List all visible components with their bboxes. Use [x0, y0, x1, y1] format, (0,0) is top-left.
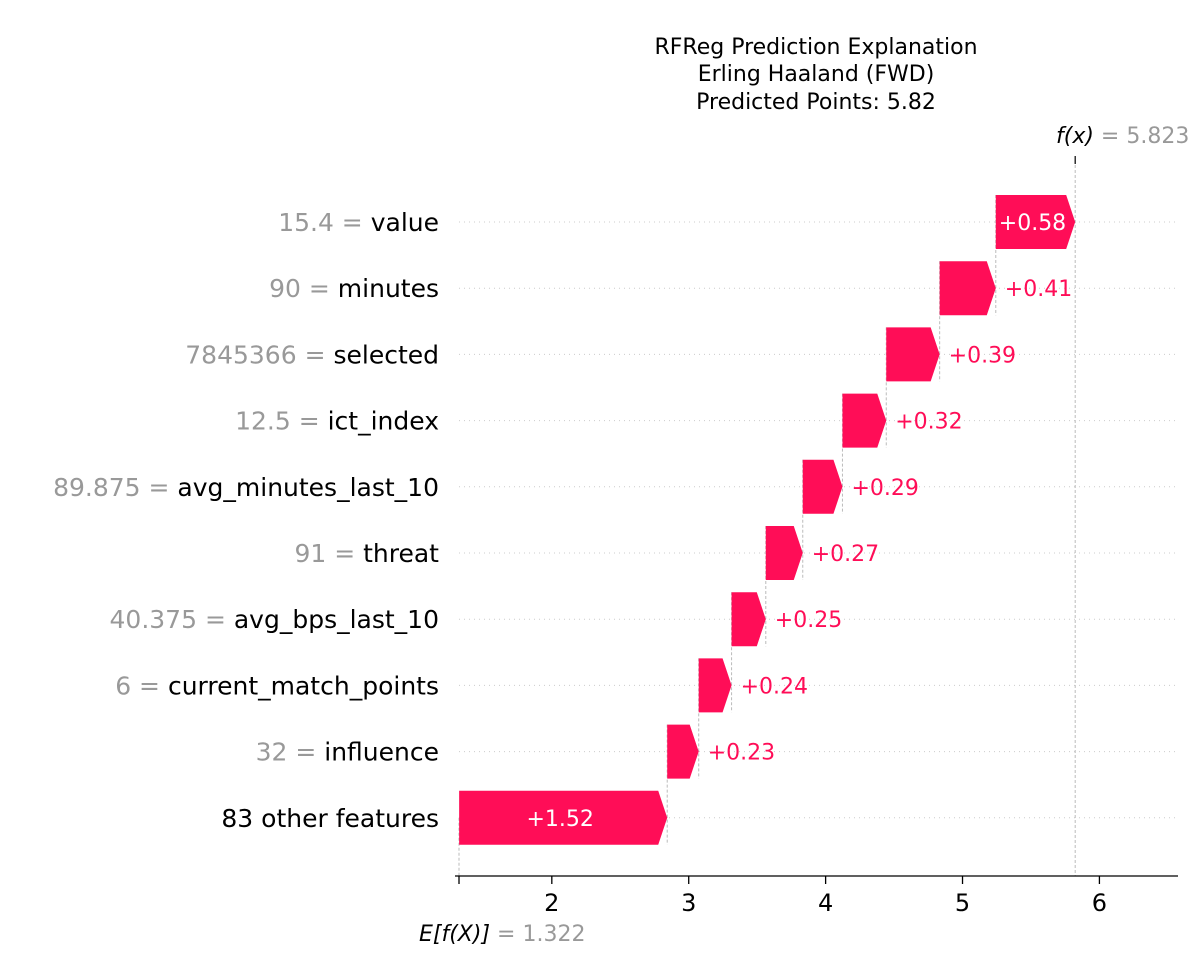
feature-name: ict_index — [328, 407, 439, 436]
feature-value: 15.4 = — [278, 208, 371, 237]
feature-name: avg_bps_last_10 — [234, 605, 439, 634]
feature-name: current_match_points — [168, 671, 439, 700]
chart-title: RFReg Prediction Explanation Erling Haal… — [654, 35, 977, 115]
feature-label: 32 = influence — [256, 738, 439, 767]
shap-bar — [698, 658, 732, 713]
title-line-2: Erling Haaland (FWD) — [698, 62, 935, 87]
shap-bar — [765, 526, 803, 580]
shap-bar — [995, 195, 1076, 249]
title-line-1: RFReg Prediction Explanation — [654, 35, 977, 60]
feature-value: 40.375 = — [110, 605, 234, 634]
x-tick-label: 2 — [544, 889, 559, 917]
shap-delta-label: +0.23 — [708, 741, 775, 766]
shap-bar — [842, 393, 887, 448]
x-tick-label: 4 — [818, 889, 833, 917]
feature-label: 90 = minutes — [269, 274, 439, 303]
shap-delta-label: +0.58 — [999, 211, 1066, 236]
shap-bar — [886, 327, 940, 382]
feature-label: 15.4 = value — [278, 208, 439, 237]
feature-value: 32 = — [256, 738, 325, 767]
shap-delta-label: +0.25 — [775, 608, 842, 633]
feature-label: 40.375 = avg_bps_last_10 — [110, 605, 439, 634]
feature-name: minutes — [338, 274, 439, 303]
feature-value: 6 = — [115, 671, 168, 700]
title-line-3: Predicted Points: 5.82 — [696, 90, 936, 115]
feature-value: 90 = — [269, 274, 338, 303]
x-tick-label: 3 — [681, 889, 696, 917]
feature-name: influence — [324, 738, 439, 767]
plot-area: +0.58 15.4 = value +0.41 90 = minutes +0.39 7… — [53, 124, 1189, 947]
feature-label: 83 other features — [221, 804, 439, 833]
shap-delta-label: +0.29 — [851, 476, 918, 501]
feature-name: 83 other features — [221, 804, 439, 833]
feature-label: 7845366 = selected — [185, 340, 439, 369]
shap-bar — [731, 592, 766, 647]
feature-name: selected — [333, 340, 439, 369]
shap-delta-label: +0.27 — [812, 542, 879, 567]
shap-delta-label: +0.32 — [895, 410, 962, 435]
base-value-symbol: E[f(X)] — [419, 922, 490, 947]
feature-value: 12.5 = — [235, 407, 328, 436]
base-value-number: = 1.322 — [490, 922, 585, 947]
feature-value: 91 = — [294, 539, 363, 568]
feature-name: value — [371, 208, 439, 237]
output-value-number: = 5.823 — [1094, 124, 1189, 149]
output-value-label: f(x) = 5.823 — [1056, 124, 1189, 149]
base-value-label: E[f(X)] = 1.322 — [419, 922, 585, 947]
feature-label: 6 = current_match_points — [115, 671, 439, 700]
shap-delta-label: +0.39 — [949, 343, 1016, 368]
shap-bar — [459, 790, 668, 845]
feature-name: threat — [363, 539, 439, 568]
x-tick-label: 6 — [1092, 889, 1107, 917]
feature-label: 91 = threat — [294, 539, 439, 568]
shap-delta-label: +0.24 — [741, 674, 808, 699]
feature-label: 89.875 = avg_minutes_last_10 — [53, 473, 439, 502]
shap-delta-label: +0.41 — [1005, 277, 1072, 302]
x-tick-label: 5 — [955, 889, 970, 917]
feature-value: 89.875 = — [53, 473, 177, 502]
feature-value: 7845366 = — [185, 340, 333, 369]
output-value-symbol: f(x) — [1056, 124, 1094, 149]
feature-label: 12.5 = ict_index — [235, 407, 439, 436]
shap-bar — [802, 459, 843, 514]
shap-delta-label: +1.52 — [526, 807, 593, 832]
feature-name: avg_minutes_last_10 — [177, 473, 439, 502]
shap-bar — [667, 724, 699, 779]
shap-bar — [939, 261, 996, 316]
